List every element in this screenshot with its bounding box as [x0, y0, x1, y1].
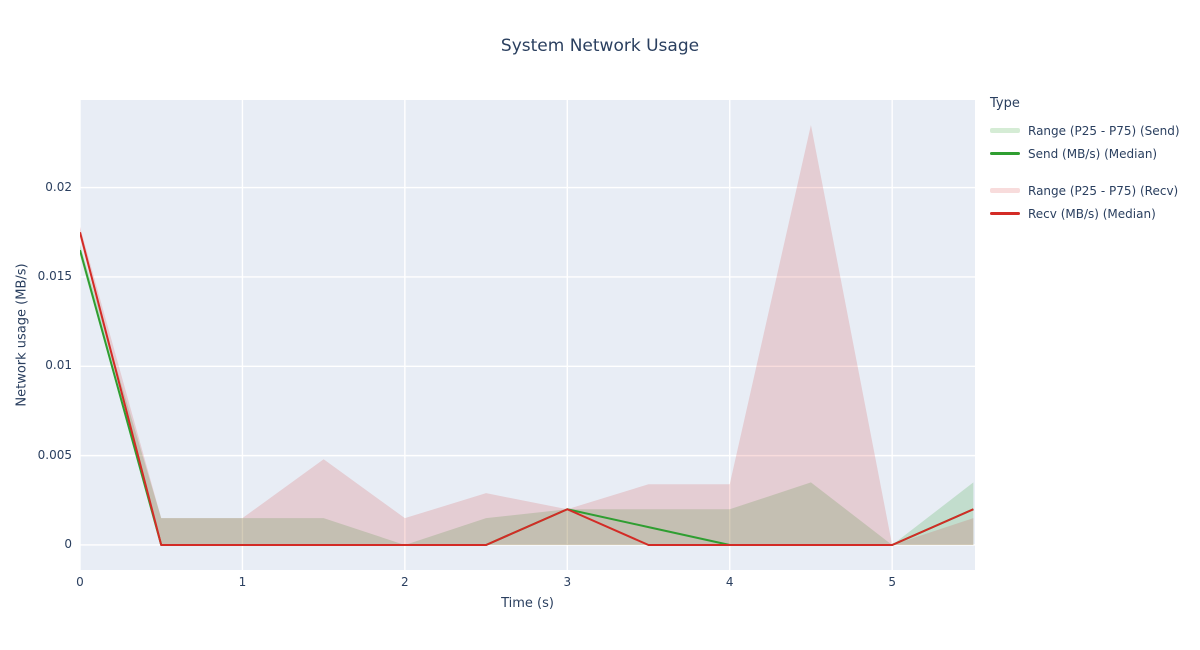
legend-item-label: Send (MB/s) (Median): [1028, 146, 1158, 161]
x-tick-label: 5: [888, 575, 896, 589]
legend-band-swatch-icon: [990, 188, 1020, 193]
legend-item-label: Range (P25 - P75) (Recv): [1028, 183, 1179, 198]
legend-item[interactable]: Send (MB/s) (Median): [990, 142, 1195, 165]
legend-items: Range (P25 - P75) (Send) Send (MB/s) (Med…: [990, 119, 1195, 225]
plot-area: [80, 100, 975, 570]
recv-band-area: [80, 125, 974, 545]
legend-line-swatch-icon: [990, 212, 1020, 215]
y-tick-label: 0: [64, 536, 72, 551]
y-tick-label: 0.015: [37, 268, 72, 283]
x-axis-title: Time (s): [501, 596, 554, 611]
legend-item[interactable]: Range (P25 - P75) (Recv): [990, 179, 1195, 202]
x-tick-label: 4: [725, 575, 734, 589]
legend-item-label: Range (P25 - P75) (Send): [1028, 123, 1180, 138]
legend-item[interactable]: Recv (MB/s) (Median): [990, 202, 1195, 225]
legend-line-swatch-icon: [990, 152, 1020, 155]
y-axis-title-text: Network usage (MB/s): [14, 263, 30, 407]
y-tick-label: 0.02: [45, 179, 72, 194]
x-tick-label: 0: [76, 575, 84, 589]
legend: Type Range (P25 - P75) (Send) Send (MB/s)…: [990, 96, 1195, 225]
plot-svg: [80, 100, 975, 570]
chart-title: System Network Usage: [500, 36, 700, 56]
legend-title: Type: [990, 96, 1020, 111]
recv-line-path: [80, 231, 974, 546]
legend-item[interactable]: Range (P25 - P75) (Send): [990, 119, 1195, 142]
y-tick-label: 0.01: [45, 358, 72, 373]
x-tick-label: 2: [401, 575, 409, 589]
legend-band-swatch-icon: [990, 128, 1020, 133]
x-tick-label: 1: [238, 575, 247, 589]
legend-item-label: Recv (MB/s) (Median): [1028, 206, 1156, 221]
y-tick-label: 0.005: [37, 447, 72, 462]
x-tick-label: 3: [563, 575, 572, 589]
